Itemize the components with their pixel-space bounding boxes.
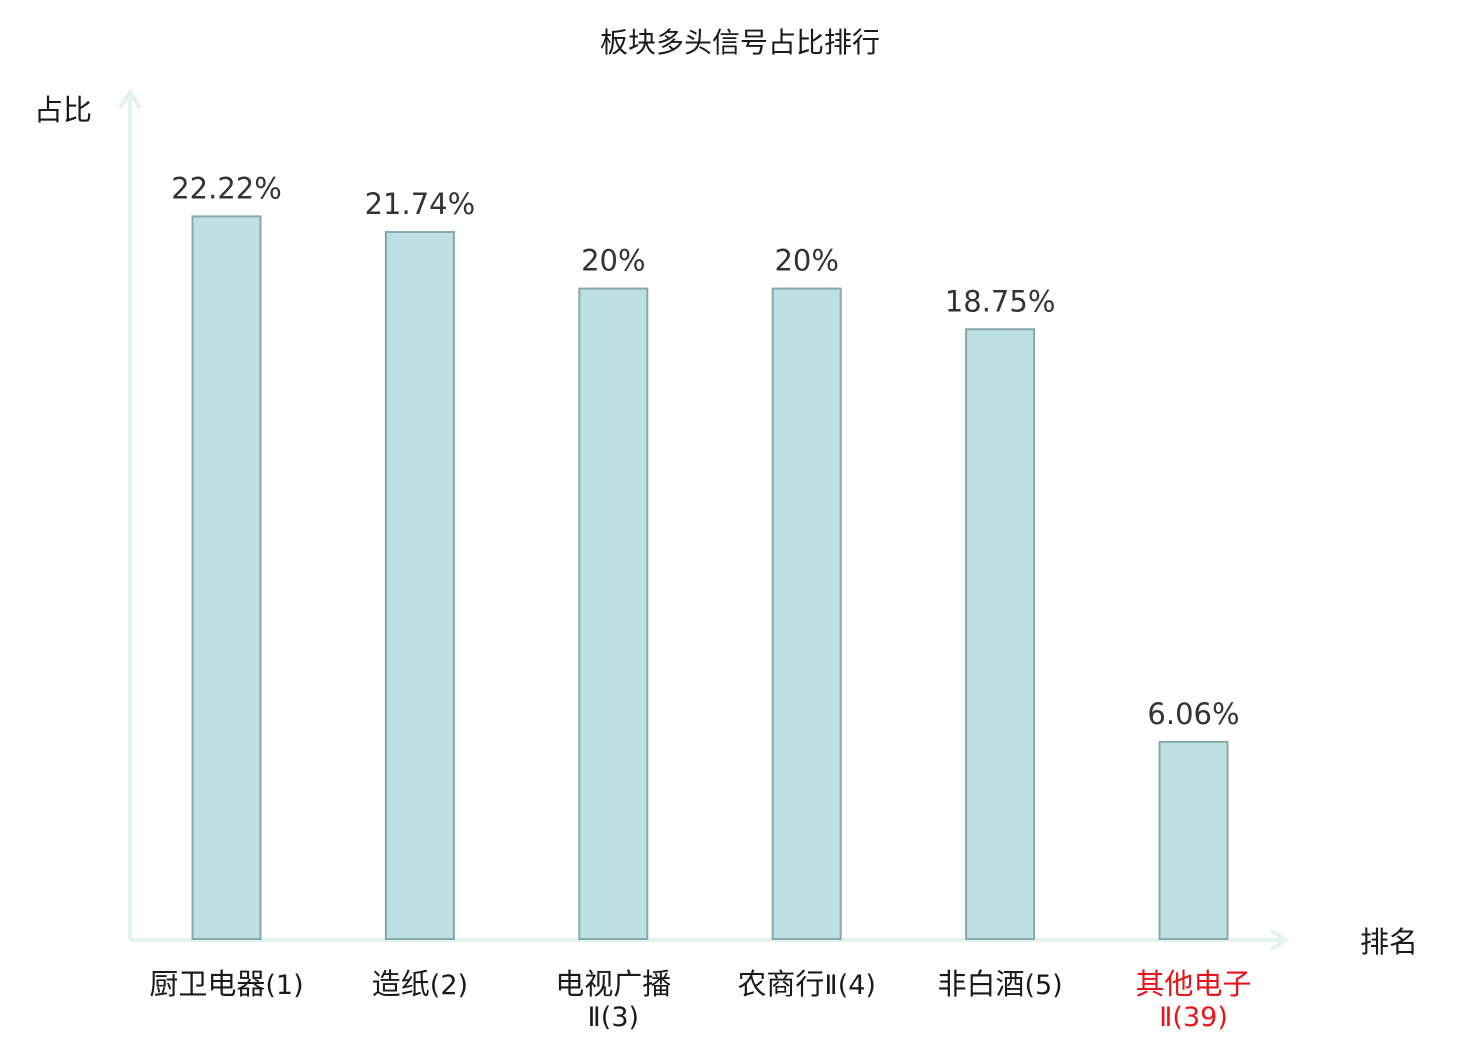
x-tick-rank: Ⅱ(4): [824, 970, 876, 1001]
x-tick-label: 造纸(2): [372, 967, 468, 1001]
bar-value-label: 22.22%: [171, 171, 282, 205]
y-axis-arrow: [118, 88, 142, 110]
x-axis-arrow: [1268, 928, 1290, 952]
y-axis-label: 占比: [34, 93, 92, 127]
bar-value-label: 20%: [581, 244, 645, 278]
bar-value-label: 21.74%: [365, 187, 476, 221]
x-tick-name: 农商行: [737, 967, 824, 1001]
chart-title: 板块多头信号占比排行: [600, 26, 880, 59]
bar: [1158, 740, 1229, 940]
x-tick-label: 电视广播 Ⅱ(3): [555, 967, 671, 1033]
bar: [771, 287, 842, 941]
x-tick-rank: (5): [1024, 970, 1062, 1001]
bars-group: 22.22% 厨卫电器(1) 21.74% 造纸(2) 20% 电视广播 Ⅱ(3) 20% 农商…: [149, 171, 1251, 1033]
bar: [965, 328, 1036, 940]
x-tick-name: 造纸: [372, 967, 430, 1001]
x-tick-label: 厨卫电器(1): [149, 967, 303, 1001]
x-tick-name: 电视广播: [555, 967, 671, 1001]
bar-value-label: 6.06%: [1147, 697, 1239, 731]
bar: [191, 215, 262, 941]
bar: [384, 231, 455, 940]
bar-value-label: 18.75%: [945, 284, 1056, 318]
bar-value-label: 20%: [774, 244, 838, 278]
x-tick-label: 非白酒(5): [937, 967, 1062, 1001]
x-tick-rank: Ⅱ(39): [1159, 1002, 1228, 1033]
x-tick-name: 其他电子: [1135, 967, 1251, 1001]
x-tick-rank: (1): [265, 970, 303, 1001]
x-tick-rank: (2): [430, 970, 468, 1001]
x-tick-label: 农商行Ⅱ(4): [737, 967, 876, 1001]
bar: [578, 287, 649, 941]
x-tick-rank: Ⅱ(3): [588, 1002, 640, 1033]
x-axis-label: 排名: [1360, 925, 1418, 959]
x-tick-name: 非白酒: [937, 967, 1024, 1001]
x-tick-label: 其他电子 Ⅱ(39): [1135, 967, 1251, 1033]
x-tick-name: 厨卫电器: [149, 967, 265, 1001]
